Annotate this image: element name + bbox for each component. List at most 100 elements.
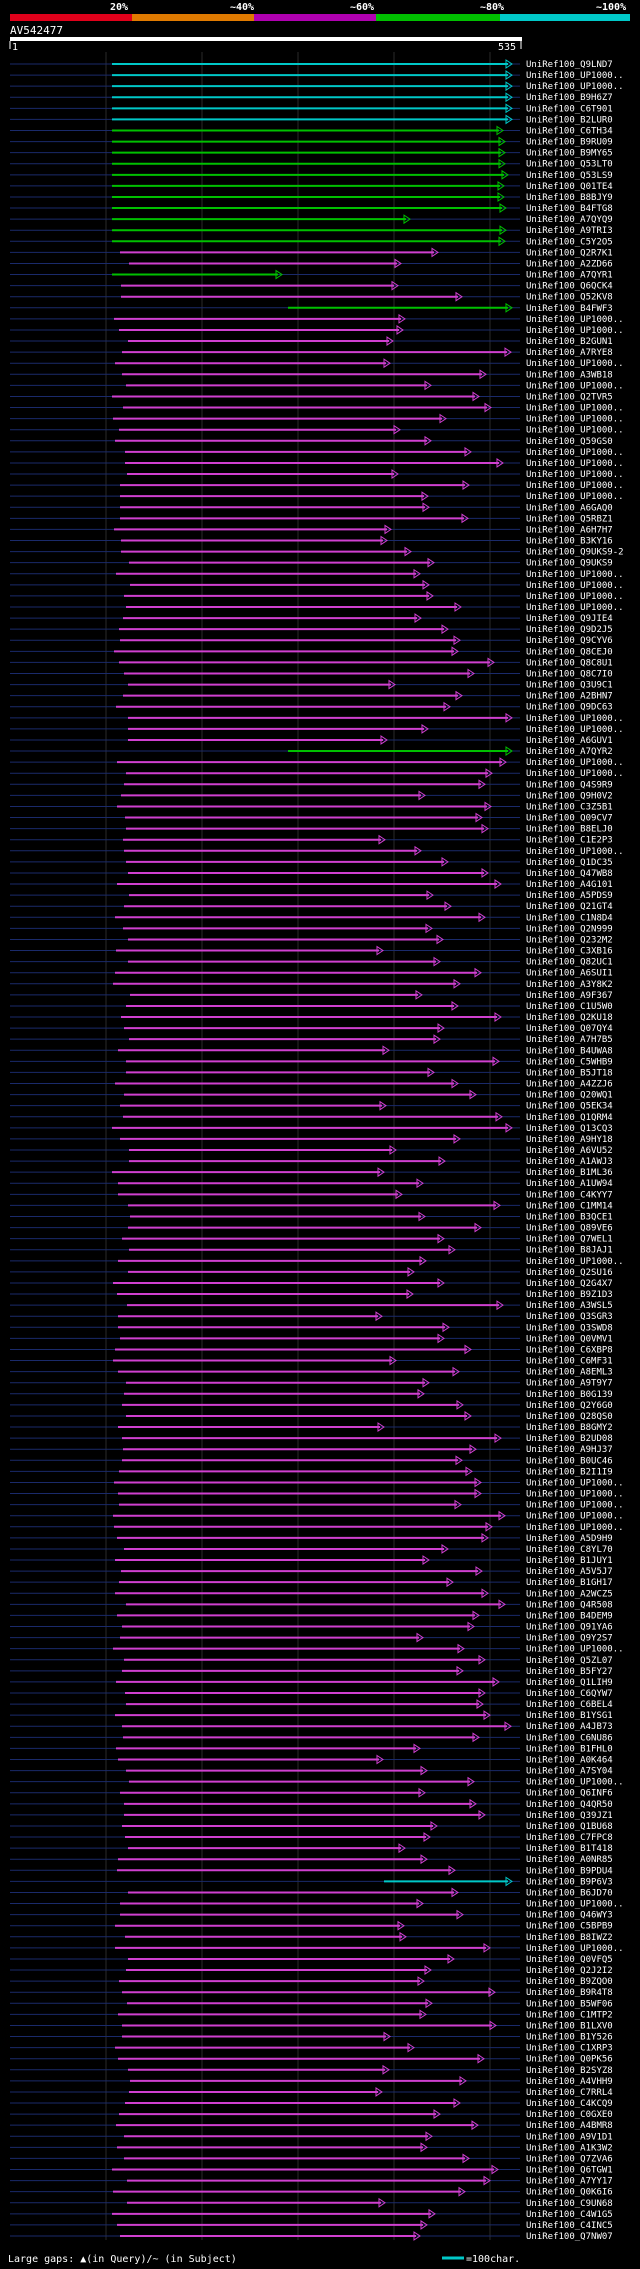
hit-row[interactable]: UniRef100_A2ZD66	[10, 258, 613, 269]
hit-label[interactable]: UniRef100_B2UD08	[526, 1434, 613, 1444]
hit-row[interactable]: UniRef100_B0UC46	[10, 1455, 613, 1466]
hit-label[interactable]: UniRef100_UP1000..	[526, 481, 624, 491]
hit-label[interactable]: UniRef100_Q5EK34	[526, 1102, 613, 1112]
hit-label[interactable]: UniRef100_UP1000..	[526, 714, 624, 724]
hit-row[interactable]: UniRef100_B4FWF3	[10, 302, 613, 314]
hit-label[interactable]: UniRef100_Q2J2I2	[526, 1966, 613, 1976]
hit-label[interactable]: UniRef100_Q47WB8	[526, 869, 613, 879]
hit-label[interactable]: UniRef100_Q7ZVA6	[526, 2154, 613, 2164]
hit-row[interactable]: UniRef100_C4INC5	[10, 2219, 613, 2231]
hit-row[interactable]: UniRef100_Q6INF6	[10, 1787, 613, 1799]
hit-label[interactable]: UniRef100_B5WF06	[526, 1999, 613, 2009]
hit-row[interactable]: UniRef100_A1AWJ3	[10, 1156, 613, 1167]
hit-row[interactable]: UniRef100_A5PDS9	[10, 890, 613, 901]
hit-row[interactable]: UniRef100_B6JD70	[10, 1887, 613, 1898]
hit-row[interactable]: UniRef100_Q39JZ1	[10, 1809, 613, 1821]
hit-row[interactable]: UniRef100_UP1000..	[10, 81, 624, 92]
hit-label[interactable]: UniRef100_UP1000..	[526, 1512, 624, 1522]
hit-label[interactable]: UniRef100_B9H6Z7	[526, 93, 613, 103]
hit-label[interactable]: UniRef100_C0GXE0	[526, 2110, 613, 2120]
hit-label[interactable]: UniRef100_Q0PK56	[526, 2055, 613, 2065]
hit-label[interactable]: UniRef100_A4VHH9	[526, 2077, 613, 2087]
hit-label[interactable]: UniRef100_UP1000..	[526, 603, 624, 613]
hit-label[interactable]: UniRef100_Q9H0V2	[526, 791, 613, 801]
hit-label[interactable]: UniRef100_UP1000..	[526, 570, 624, 580]
hit-label[interactable]: UniRef100_B9RU09	[526, 138, 613, 148]
hit-row[interactable]: UniRef100_UP1000..	[10, 413, 624, 425]
hit-row[interactable]: UniRef100_B8JAJ1	[10, 1244, 613, 1256]
hit-label[interactable]: UniRef100_Q9JIE4	[526, 614, 613, 624]
hit-row[interactable]: UniRef100_C5WHB9	[10, 1056, 613, 1067]
hit-row[interactable]: UniRef100_Q53LT0	[10, 158, 613, 170]
hit-label[interactable]: UniRef100_UP1000..	[526, 1944, 624, 1954]
hit-row[interactable]: UniRef100_Q21GT4	[10, 901, 613, 912]
hit-row[interactable]: UniRef100_UP1000..	[10, 1521, 624, 1533]
hit-row[interactable]: UniRef100_UP1000..	[10, 602, 624, 613]
hit-label[interactable]: UniRef100_Q07QY4	[526, 1024, 613, 1034]
hit-row[interactable]: UniRef100_Q53LS9	[10, 169, 613, 181]
hit-label[interactable]: UniRef100_Q9UKS9	[526, 559, 613, 569]
hit-row[interactable]: UniRef100_B0G139	[10, 1388, 613, 1400]
hit-label[interactable]: UniRef100_UP1000..	[526, 315, 624, 325]
hit-label[interactable]: UniRef100_C9UN68	[526, 2199, 613, 2209]
hit-row[interactable]: UniRef100_UP1000..	[10, 568, 624, 580]
hit-label[interactable]: UniRef100_C7RRL4	[526, 2088, 613, 2098]
hit-row[interactable]: UniRef100_C7FPC8	[10, 1832, 613, 1843]
hit-row[interactable]: UniRef100_B1ML36	[10, 1167, 613, 1178]
hit-row[interactable]: UniRef100_UP1000..	[10, 1488, 624, 1500]
hit-row[interactable]: UniRef100_Q9D2J5	[10, 624, 613, 635]
hit-row[interactable]: UniRef100_B8IWZ2	[10, 1931, 613, 1943]
hit-label[interactable]: UniRef100_UP1000..	[526, 459, 624, 469]
hit-row[interactable]: UniRef100_Q9CYV6	[10, 635, 613, 646]
hit-row[interactable]: UniRef100_Q9Y2S7	[10, 1632, 613, 1644]
hit-row[interactable]: UniRef100_UP1000..	[10, 313, 624, 325]
hit-row[interactable]: UniRef100_A5D9H9	[10, 1532, 613, 1544]
hit-row[interactable]: UniRef100_B1GH17	[10, 1577, 613, 1588]
hit-label[interactable]: UniRef100_C6QYW7	[526, 1689, 613, 1699]
hit-row[interactable]: UniRef100_A7QYR1	[10, 269, 613, 281]
hit-row[interactable]: UniRef100_B3QCE1	[10, 1211, 613, 1222]
hit-row[interactable]: UniRef100_Q2J2I2	[10, 1965, 613, 1976]
hit-row[interactable]: UniRef100_Q7NW07	[10, 2231, 613, 2242]
hit-row[interactable]: UniRef100_UP1000..	[10, 845, 624, 857]
hit-label[interactable]: UniRef100_C1XRP3	[526, 2044, 613, 2054]
hit-row[interactable]: UniRef100_Q9JIE4	[10, 613, 613, 624]
hit-row[interactable]: UniRef100_A8EML3	[10, 1366, 613, 1378]
hit-row[interactable]: UniRef100_A9TRI3	[10, 225, 613, 236]
hit-row[interactable]: UniRef100_UP1000..	[10, 1898, 624, 1910]
hit-label[interactable]: UniRef100_UP1000..	[526, 492, 624, 502]
hit-row[interactable]: UniRef100_C3XB16	[10, 945, 613, 957]
hit-row[interactable]: UniRef100_A7H7B5	[10, 1034, 613, 1045]
hit-label[interactable]: UniRef100_UP1000..	[526, 1900, 624, 1910]
hit-label[interactable]: UniRef100_Q8CEJ0	[526, 647, 613, 657]
hit-label[interactable]: UniRef100_A9HJ37	[526, 1445, 613, 1455]
hit-label[interactable]: UniRef100_A7SY04	[526, 1767, 613, 1777]
hit-label[interactable]: UniRef100_Q82UC1	[526, 958, 613, 968]
hit-label[interactable]: UniRef100_C6NU86	[526, 1733, 613, 1743]
hit-row[interactable]: UniRef100_Q9DC63	[10, 701, 613, 713]
hit-label[interactable]: UniRef100_UP1000..	[526, 426, 624, 436]
hit-label[interactable]: UniRef100_A5D9H9	[526, 1534, 613, 1544]
hit-label[interactable]: UniRef100_B2GUN1	[526, 337, 613, 347]
hit-label[interactable]: UniRef100_A5V5J7	[526, 1567, 613, 1577]
hit-label[interactable]: UniRef100_Q0VFQ5	[526, 1955, 613, 1965]
hit-row[interactable]: UniRef100_A4BMR8	[10, 2120, 613, 2131]
hit-row[interactable]: UniRef100_C4W1G5	[10, 2208, 613, 2220]
hit-row[interactable]: UniRef100_A3WSL5	[10, 1300, 613, 1311]
hit-label[interactable]: UniRef100_A6H7H7	[526, 525, 613, 535]
hit-label[interactable]: UniRef100_B2SYZ8	[526, 2066, 613, 2076]
hit-row[interactable]: UniRef100_A9F367	[10, 989, 613, 1001]
hit-row[interactable]: UniRef100_UP1000..	[10, 424, 624, 436]
hit-row[interactable]: UniRef100_C6T901	[10, 103, 613, 114]
hit-row[interactable]: UniRef100_Q1BU68	[10, 1821, 613, 1832]
hit-label[interactable]: UniRef100_Q9CYV6	[526, 636, 613, 646]
hit-row[interactable]: UniRef100_A1UW94	[10, 1178, 613, 1189]
hit-row[interactable]: UniRef100_B2GUN1	[10, 336, 613, 347]
hit-label[interactable]: UniRef100_UP1000..	[526, 725, 624, 735]
hit-row[interactable]: UniRef100_Q2KU18	[10, 1012, 613, 1023]
hit-label[interactable]: UniRef100_Q4R508	[526, 1600, 613, 1610]
hit-row[interactable]: UniRef100_UP1000..	[10, 579, 624, 591]
hit-label[interactable]: UniRef100_Q7NW07	[526, 2232, 613, 2242]
hit-label[interactable]: UniRef100_C4W1G5	[526, 2210, 613, 2220]
hit-row[interactable]: UniRef100_Q0K6I6	[10, 2186, 613, 2198]
